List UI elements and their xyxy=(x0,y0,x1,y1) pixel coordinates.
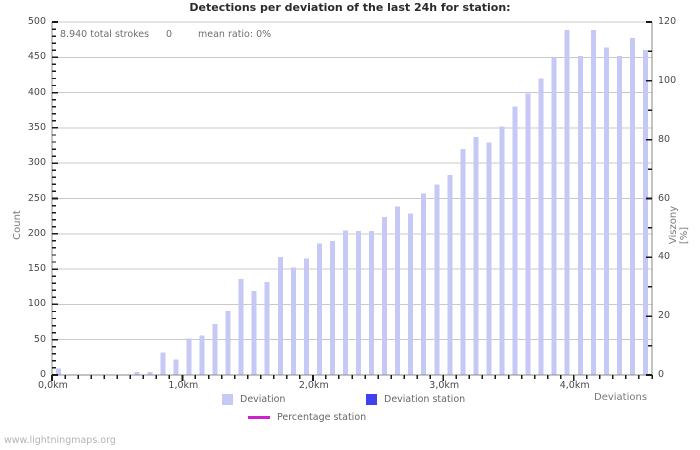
y-tick-label-count: 400 xyxy=(27,86,46,98)
y-tick-label-viszony: 0 xyxy=(658,369,665,380)
annotation-mean-ratio: mean ratio: 0% xyxy=(198,29,272,40)
y-tick-label-count: 0 xyxy=(39,369,46,380)
y-tick-label-viszony: 120 xyxy=(658,16,677,27)
legend-item-deviation: Deviation xyxy=(222,394,285,405)
x-tick-label-deviation: 4,0km xyxy=(559,380,590,391)
y-tick-label-viszony: 100 xyxy=(658,74,677,86)
y-tick-label-viszony: 80 xyxy=(658,133,671,145)
x-tick-label-deviation: 2,0km xyxy=(298,380,329,391)
y-axis-label-viszony: Viszony [%] xyxy=(668,205,690,245)
x-tick-label-deviation: 0,0km xyxy=(38,380,68,391)
x-axis-label-deviations: Deviations xyxy=(594,392,648,403)
y-tick-label-viszony: 40 xyxy=(658,251,671,263)
y-tick-label-count: 50 xyxy=(33,333,46,345)
legend-line-percentage-station xyxy=(248,416,270,419)
legend-label-deviation: Deviation xyxy=(240,394,286,405)
legend-swatch-deviation-station xyxy=(366,394,377,405)
legend-label-percentage-station: Percentage station xyxy=(277,412,367,423)
y-tick-label-count: 200 xyxy=(27,227,46,239)
annotation-total-strokes: 8.940 total strokes xyxy=(60,29,150,40)
legend-label-deviation-station: Deviation station xyxy=(384,394,466,405)
x-tick-label-deviation: 3,0km xyxy=(429,380,460,391)
y-tick-label-count: 250 xyxy=(27,192,46,204)
y-tick-label-count: 100 xyxy=(27,298,46,310)
chart-title: Detections per deviation of the last 24h… xyxy=(189,1,511,14)
x-tick-label-deviation: 1,0km xyxy=(168,380,199,391)
legend-swatch-deviation xyxy=(222,394,233,405)
annotation-station-count: 0 xyxy=(166,29,173,40)
legend-item-percentage-station: Percentage station xyxy=(248,412,366,423)
y-tick-label-viszony: 60 xyxy=(658,192,671,204)
y-tick-label-viszony: 20 xyxy=(658,310,671,322)
y-tick-label-count: 300 xyxy=(27,157,46,169)
legend-item-deviation-station: Deviation station xyxy=(366,394,465,405)
y-tick-label-count: 350 xyxy=(27,121,46,133)
y-tick-label-count: 500 xyxy=(27,16,46,27)
y-tick-label-count: 450 xyxy=(27,51,46,63)
footer-watermark: www.lightningmaps.org xyxy=(4,435,116,446)
y-tick-label-count: 150 xyxy=(27,263,46,275)
